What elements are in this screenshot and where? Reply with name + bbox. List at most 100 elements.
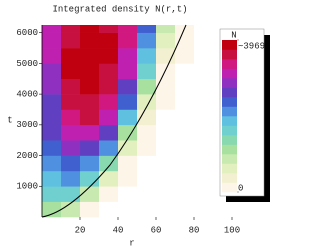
- heatmap-cell: [118, 170, 138, 187]
- heatmap-cell: [118, 155, 138, 172]
- heatmap-cell: [118, 201, 138, 218]
- heatmap-cell: [118, 94, 138, 110]
- heatmap-cell: [137, 155, 157, 172]
- heatmap-cell: [61, 124, 81, 141]
- heatmap-cell: [118, 78, 138, 95]
- heatmap-cell: [118, 63, 138, 80]
- heatmap-cell: [42, 63, 62, 80]
- heatmap-cell: [80, 32, 100, 49]
- heatmap-cell: [99, 170, 119, 187]
- heatmap-cell: [156, 94, 176, 110]
- heatmap-cell: [99, 140, 119, 156]
- colorbar-band: [222, 106, 237, 117]
- colorbar-band: [222, 173, 237, 183]
- colorbar-band: [222, 78, 237, 88]
- colorbar: ~3969 0: [222, 39, 265, 193]
- heatmap-cell: [99, 48, 119, 64]
- colorbar-band: [222, 135, 237, 145]
- heatmap-cell: [137, 78, 157, 95]
- heatmap-cell: [61, 32, 81, 49]
- heatmap-cell: [118, 25, 138, 33]
- colorbar-band: [222, 125, 237, 136]
- heatmap-cell: [194, 124, 214, 141]
- heatmap-cell: [194, 94, 214, 110]
- x-tick-label: 20: [75, 225, 86, 235]
- heatmap-cell: [137, 201, 157, 218]
- heatmap-cell: [42, 78, 62, 95]
- heatmap-cell: [194, 78, 214, 95]
- heatmap-cell: [99, 78, 119, 95]
- heatmap-cell: [80, 78, 100, 95]
- heatmap-cell: [156, 186, 176, 202]
- heatmap-cell: [42, 124, 62, 141]
- heatmap-cell: [194, 48, 214, 64]
- colorbar-title: N: [231, 30, 236, 40]
- heatmap-cell: [118, 32, 138, 49]
- heatmap-cell: [156, 124, 176, 141]
- heatmap-cell: [118, 186, 138, 202]
- colorbar-band: [222, 116, 237, 126]
- heatmap-cell: [99, 32, 119, 49]
- heatmap-cell: [42, 170, 62, 187]
- heatmap-cell: [61, 25, 81, 33]
- heatmap-cell: [156, 201, 176, 218]
- heatmap-cell: [61, 109, 81, 126]
- heatmap-cell: [156, 78, 176, 95]
- heatmap-cell: [175, 140, 195, 156]
- colorbar-tick-label: 0: [238, 183, 243, 193]
- heatmap-cell: [42, 186, 62, 202]
- heatmap-cell: [194, 201, 214, 218]
- heatmap-cell: [137, 109, 157, 126]
- colorbar-band: [222, 163, 237, 174]
- heatmap-cell: [175, 124, 195, 141]
- heatmap-cell: [42, 25, 62, 33]
- heatmap-cell: [61, 63, 81, 80]
- heatmap-cell: [194, 32, 214, 49]
- heatmap-cell: [156, 155, 176, 172]
- heatmap: [42, 25, 233, 218]
- heatmap-cell: [80, 94, 100, 110]
- heatmap-cell: [175, 186, 195, 202]
- heatmap-cell: [61, 78, 81, 95]
- y-axis-label: t: [7, 115, 12, 125]
- heatmap-cell: [137, 140, 157, 156]
- y-tick-label: 5000: [16, 59, 38, 69]
- heatmap-cell: [61, 186, 81, 202]
- heatmap-cell: [80, 124, 100, 141]
- heatmap-cell: [42, 94, 62, 110]
- heatmap-cell: [80, 140, 100, 156]
- x-axis-label: r: [129, 238, 134, 248]
- x-tick-label: 100: [224, 225, 240, 235]
- heatmap-cell: [194, 155, 214, 172]
- boundary-curve: [41, 24, 187, 218]
- heatmap-cell: [61, 94, 81, 110]
- heatmap-cell: [137, 32, 157, 49]
- heatmap-cell: [99, 25, 119, 33]
- heatmap-cell: [80, 109, 100, 126]
- colorbar-band: [222, 59, 237, 69]
- heatmap-cell: [194, 186, 214, 202]
- y-tick-label: 1000: [16, 182, 38, 192]
- heatmap-cell: [175, 78, 195, 95]
- colorbar-tick-label: ~3969: [238, 41, 265, 51]
- heatmap-cell: [156, 170, 176, 187]
- heatmap-cell: [42, 155, 62, 172]
- heatmap-cell: [156, 109, 176, 126]
- heatmap-cell: [99, 94, 119, 110]
- heatmap-cell: [137, 25, 157, 33]
- colorbar-band: [222, 49, 237, 60]
- heatmap-cell: [99, 186, 119, 202]
- heatmap-cell: [61, 155, 81, 172]
- heatmap-cell: [137, 124, 157, 141]
- heatmap-cell: [99, 201, 119, 218]
- heatmap-cell: [137, 170, 157, 187]
- colorbar-band: [222, 182, 237, 193]
- heatmap-cell: [194, 140, 214, 156]
- colorbar-band: [222, 87, 237, 98]
- heatmap-cell: [118, 109, 138, 126]
- colorbar-band: [222, 97, 237, 107]
- heatmap-cell: [137, 186, 157, 202]
- heatmap-cell: [137, 63, 157, 80]
- y-tick-label: 4000: [16, 89, 38, 99]
- chart: Integrated density N(r,t) t r ~3969 0 N 2…: [7, 4, 270, 248]
